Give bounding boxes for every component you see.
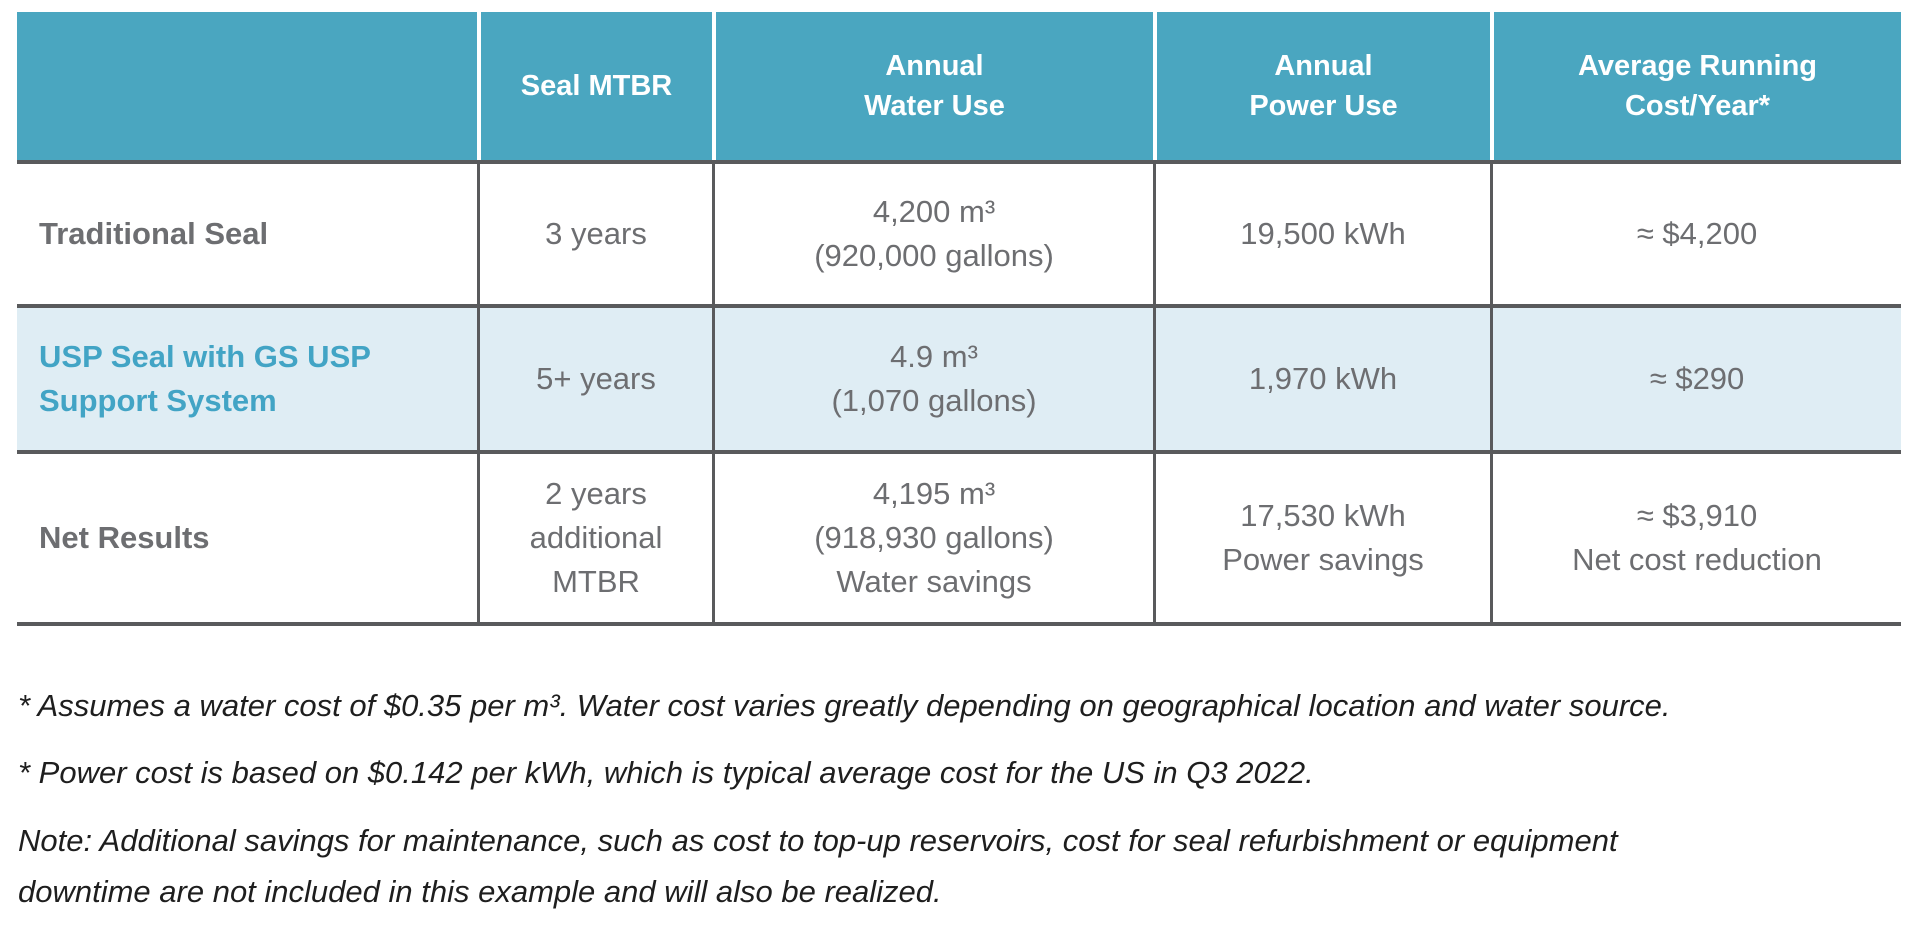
header-annual-power-use: Annual Power Use: [1153, 12, 1490, 160]
table-row-net-results: Net Results 2 years additional MTBR 4,19…: [17, 450, 1901, 626]
cell-traditional-running-cost: ≈ $4,200: [1490, 164, 1901, 304]
table-row-traditional-seal: Traditional Seal 3 years 4,200 m³ (920,0…: [17, 160, 1901, 304]
cell-traditional-power-use: 19,500 kWh: [1153, 164, 1490, 304]
table-row-usp-seal: USP Seal with GS USP Support System 5+ y…: [17, 304, 1901, 450]
footnote-water-cost: * Assumes a water cost of $0.35 per m³. …: [18, 688, 1671, 723]
cell-usp-power-use: 1,970 kWh: [1153, 308, 1490, 450]
header-seal-mtbr: Seal MTBR: [477, 12, 712, 160]
cell-usp-seal-mtbr: 5+ years: [477, 308, 712, 450]
cell-usp-water-use: 4.9 m³ (1,070 gallons): [712, 308, 1153, 450]
cell-net-results-water-use: 4,195 m³ (918,930 gallons) Water savings: [712, 454, 1153, 622]
cell-net-results-running-cost: ≈ $3,910 Net cost reduction: [1490, 454, 1901, 622]
footnotes-section: * Assumes a water cost of $0.35 per m³. …: [18, 680, 1908, 934]
table-header-row: Seal MTBR Annual Water Use Annual Power …: [17, 12, 1901, 160]
cell-net-results-mtbr: 2 years additional MTBR: [477, 454, 712, 622]
footnote-power-cost: * Power cost is based on $0.142 per kWh,…: [18, 755, 1314, 791]
cell-traditional-seal-mtbr: 3 years: [477, 164, 712, 304]
header-annual-water-use: Annual Water Use: [712, 12, 1153, 160]
footnote-maintenance-note: Note: Additional savings for maintenance…: [18, 822, 1618, 910]
row-label-net-results: Net Results: [39, 519, 210, 555]
cell-net-results-power-use: 17,530 kWh Power savings: [1153, 454, 1490, 622]
cell-usp-running-cost: ≈ $290: [1490, 308, 1901, 450]
row-label-traditional-seal: Traditional Seal: [39, 215, 269, 251]
header-empty-cell: [17, 12, 477, 160]
row-label-usp-seal: USP Seal with GS USP Support System: [39, 338, 371, 418]
seal-comparison-table: Seal MTBR Annual Water Use Annual Power …: [17, 12, 1901, 626]
cell-traditional-water-use: 4,200 m³ (920,000 gallons): [712, 164, 1153, 304]
header-average-running-cost: Average Running Cost/Year*: [1490, 12, 1901, 160]
